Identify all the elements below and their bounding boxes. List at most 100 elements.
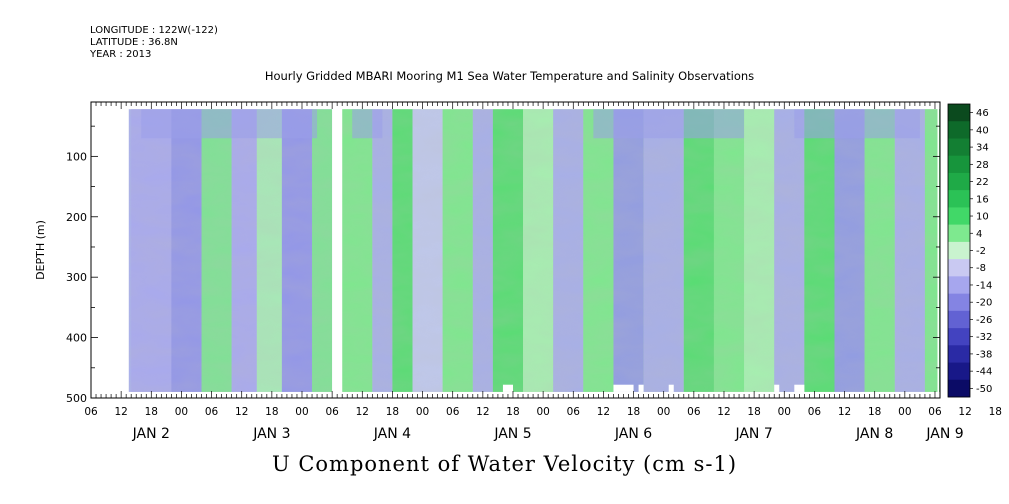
x-hour-label: 12 [838,406,851,418]
bottom-gap [668,384,674,392]
x-day-label: JAN 9 [925,426,963,442]
y-tick-label: 200 [66,211,87,224]
x-hour-label: 00 [175,406,188,418]
x-hour-label: 00 [416,406,429,418]
x-hour-label: 18 [265,406,278,418]
x-hour-label: 18 [868,406,881,418]
colorbar-label: -14 [976,280,992,291]
colorbar: 46 40 34 28 22 16 10 4 -2 -8 -14 -20 -26 -32 -38 -44 -50 [947,103,992,398]
y-tick-label: 400 [66,332,87,345]
colorbar-cell [948,121,970,139]
colorbar-label: -50 [976,384,992,395]
surface-layer [352,109,383,139]
colorbar-label: 16 [976,194,989,205]
x-day-label: JAN 2 [132,426,170,442]
x-day-label: JAN 6 [614,426,652,442]
x-hour-label: 18 [627,406,640,418]
colorbar-label: 10 [976,212,989,223]
y-axis-label: DEPTH (m) [34,220,47,280]
below-data [92,391,939,397]
colorbar-label: -32 [976,332,992,343]
longitude-label: LONGITUDE : 122W(-122) [90,25,218,36]
x-hour-label: 18 [145,406,158,418]
x-hour-label: 18 [506,406,519,418]
colorbar-cell [948,207,970,225]
field-texture [128,109,941,392]
x-hour-label: 18 [386,406,399,418]
colorbar-cell [948,345,970,363]
x-hour-label: 18 [989,406,1002,418]
colorbar-label: 34 [976,143,989,154]
colorbar-cell [948,293,970,312]
bottom-gap [613,384,634,392]
x-hour-label: 12 [597,406,610,418]
x-hour-label: 00 [536,406,549,418]
x-hour-label: 00 [778,406,791,418]
colorbar-cell [948,379,970,398]
colorbar-label: 46 [976,108,989,119]
data-gap [332,103,343,397]
x-hour-label: 06 [446,406,460,418]
colorbar-label: -26 [976,315,992,326]
y-tick-label: 500 [66,392,87,405]
chart-title: Hourly Gridded MBARI Mooring M1 Sea Wate… [264,69,755,83]
colorbar-cell [948,241,970,260]
bottom-gap [794,384,805,392]
surface-layer [141,109,318,139]
x-hour-label: 06 [84,406,98,418]
colorbar-label: 4 [976,229,982,240]
x-day-label: JAN 3 [252,426,290,442]
x-hour-label: 18 [747,406,760,418]
colorbar-cell [948,104,970,122]
y-tick-label: 300 [66,271,87,284]
bottom-gap [638,384,644,392]
colorbar-label: -38 [976,349,992,360]
x-day-label: JAN 7 [734,426,772,442]
x-hour-label: 12 [476,406,489,418]
year-label: YEAR : 2013 [90,49,152,60]
x-hour-label: 06 [928,406,942,418]
x-day-label: JAN 4 [373,426,411,442]
x-hour-label: 00 [295,406,308,418]
latitude-label: LATITUDE : 36.8N [90,37,178,48]
colorbar-cell [948,276,970,294]
x-hour-label: 12 [114,406,127,418]
x-hour-label: 06 [325,406,339,418]
x-hour-label: 12 [235,406,248,418]
x-hour-label: 06 [205,406,219,418]
colorbar-label: -8 [976,263,986,274]
no-data-right [937,103,939,397]
colorbar-cell [948,172,970,191]
colorbar-label: 40 [976,125,989,136]
colorbar-cell [948,328,970,346]
colorbar-label: 28 [976,160,989,171]
x-hour-label: 06 [567,406,581,418]
colorbar-cell [948,259,970,277]
x-day-label: JAN 8 [855,426,893,442]
colorbar-cell [948,362,970,381]
colorbar-label: -20 [976,298,992,309]
colorbar-label: -2 [976,246,986,257]
x-hour-label: 12 [356,406,369,418]
colorbar-label: -44 [976,367,992,378]
x-hour-label: 06 [687,406,701,418]
colorbar-cell [948,190,970,208]
variable-title: U Component of Water Velocity (cm s-1) [271,452,738,476]
x-hour-label: 12 [717,406,730,418]
heatmap-field [92,103,941,397]
colorbar-label: 22 [976,177,989,188]
y-tick-label: 100 [66,150,87,163]
colorbar-cell [948,138,970,157]
plot-frame [90,101,941,399]
colorbar-cell [948,155,970,174]
surface-layer [593,109,745,139]
x-hour-label: 06 [808,406,822,418]
x-hour-label: 00 [657,406,670,418]
bottom-gap [502,384,513,392]
x-hour-label: 12 [958,406,971,418]
no-data-left [92,103,129,397]
colorbar-cell [948,224,970,243]
bottom-gap [774,384,780,392]
